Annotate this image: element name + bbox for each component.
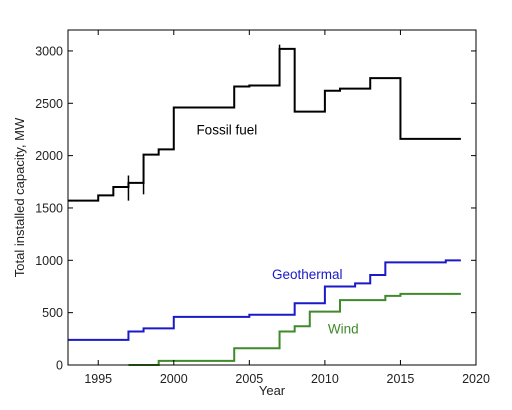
y-tick-label: 500 bbox=[42, 306, 63, 320]
series-line-geothermal bbox=[68, 259, 461, 341]
y-tick-label: 2000 bbox=[35, 149, 63, 163]
y-tick-label: 1500 bbox=[35, 201, 63, 215]
series-label-wind: Wind bbox=[328, 322, 359, 337]
x-tick-label: 2015 bbox=[387, 372, 415, 386]
tick-layer: 1995 2000 2005 2010 2015 2020 0 500 1000 1500 2000… bbox=[35, 30, 490, 386]
x-tick-label: 2010 bbox=[311, 372, 339, 386]
x-tick-label: 2020 bbox=[462, 372, 490, 386]
y-tick-label: 0 bbox=[56, 359, 63, 373]
plot-frame bbox=[67, 29, 477, 366]
series-layer bbox=[68, 44, 461, 366]
x-tick-label: 2005 bbox=[235, 372, 263, 386]
y-tick-label: 3000 bbox=[35, 44, 63, 58]
x-axis-label: Year bbox=[259, 383, 286, 398]
y-axis-label: Total installed capacity, MW bbox=[12, 117, 27, 277]
x-tick-label: 2000 bbox=[160, 372, 188, 386]
series-label-geothermal: Geothermal bbox=[272, 267, 343, 282]
y-tick-label: 2500 bbox=[35, 97, 63, 111]
series-line-wind bbox=[128, 292, 461, 366]
series-label-fossil-fuel: Fossil fuel bbox=[196, 123, 257, 138]
series-line-fossil-fuel bbox=[68, 47, 461, 202]
y-tick-label: 1000 bbox=[35, 254, 63, 268]
x-tick-label: 1995 bbox=[84, 372, 112, 386]
